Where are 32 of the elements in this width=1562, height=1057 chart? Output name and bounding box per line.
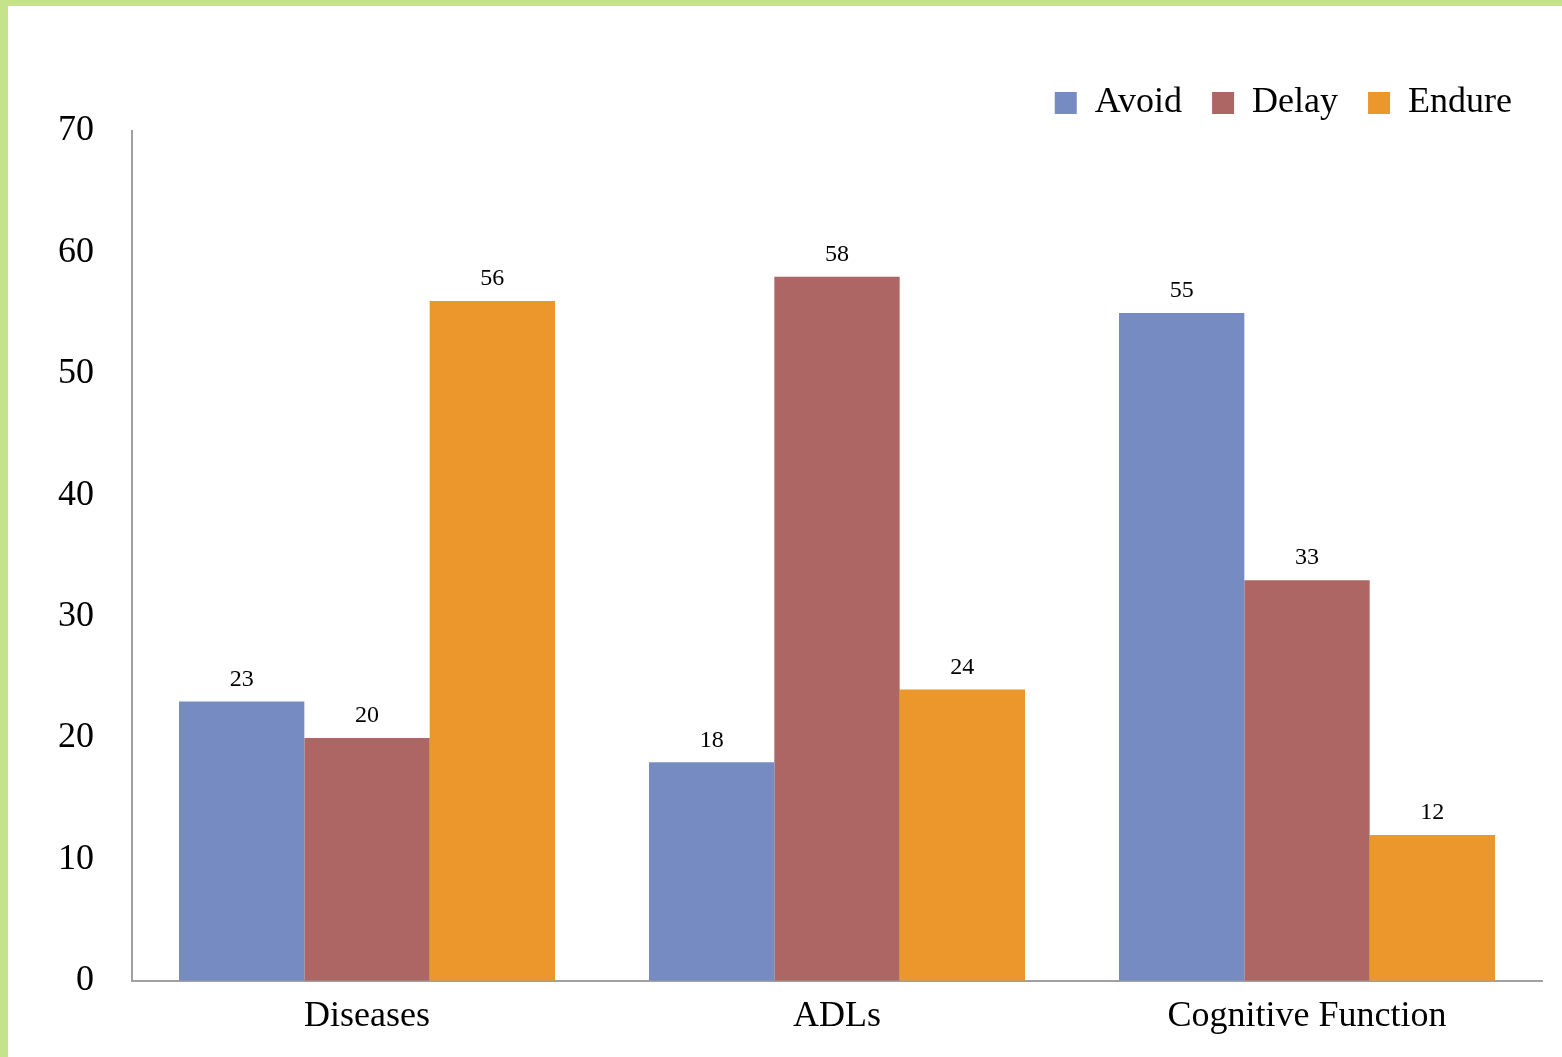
data-label: 18 — [699, 725, 724, 752]
legend-label: Avoid — [1094, 80, 1183, 121]
y-tick-label: 0 — [76, 958, 94, 999]
x-tick-label: Diseases — [304, 993, 430, 1034]
y-tick-label: 60 — [58, 229, 94, 270]
bar — [304, 738, 430, 981]
legend-label: Endure — [1408, 80, 1513, 121]
bar — [899, 689, 1025, 981]
data-label: 12 — [1420, 798, 1445, 825]
bar — [1119, 313, 1245, 981]
bar — [774, 276, 900, 981]
bar — [1244, 580, 1370, 981]
bar — [429, 300, 555, 981]
y-tick-label: 20 — [58, 715, 94, 756]
data-label: 33 — [1295, 543, 1319, 570]
y-tick-label: 70 — [58, 108, 94, 149]
x-tick-label: Cognitive Function — [1167, 993, 1447, 1034]
data-label: 58 — [825, 239, 849, 266]
data-label: 20 — [355, 701, 379, 728]
bar — [179, 701, 305, 981]
data-label: 56 — [480, 264, 505, 291]
y-tick-label: 50 — [58, 351, 94, 392]
y-tick-label: 10 — [58, 836, 94, 877]
bar — [649, 762, 775, 981]
y-tick-label: 30 — [58, 594, 94, 635]
y-tick-label: 40 — [58, 472, 94, 513]
data-label: 23 — [229, 664, 254, 691]
data-label: 24 — [950, 652, 975, 679]
legend-label: Delay — [1252, 80, 1339, 121]
bar — [1369, 835, 1495, 981]
x-tick-label: ADLs — [793, 993, 881, 1034]
data-label: 55 — [1169, 276, 1194, 303]
